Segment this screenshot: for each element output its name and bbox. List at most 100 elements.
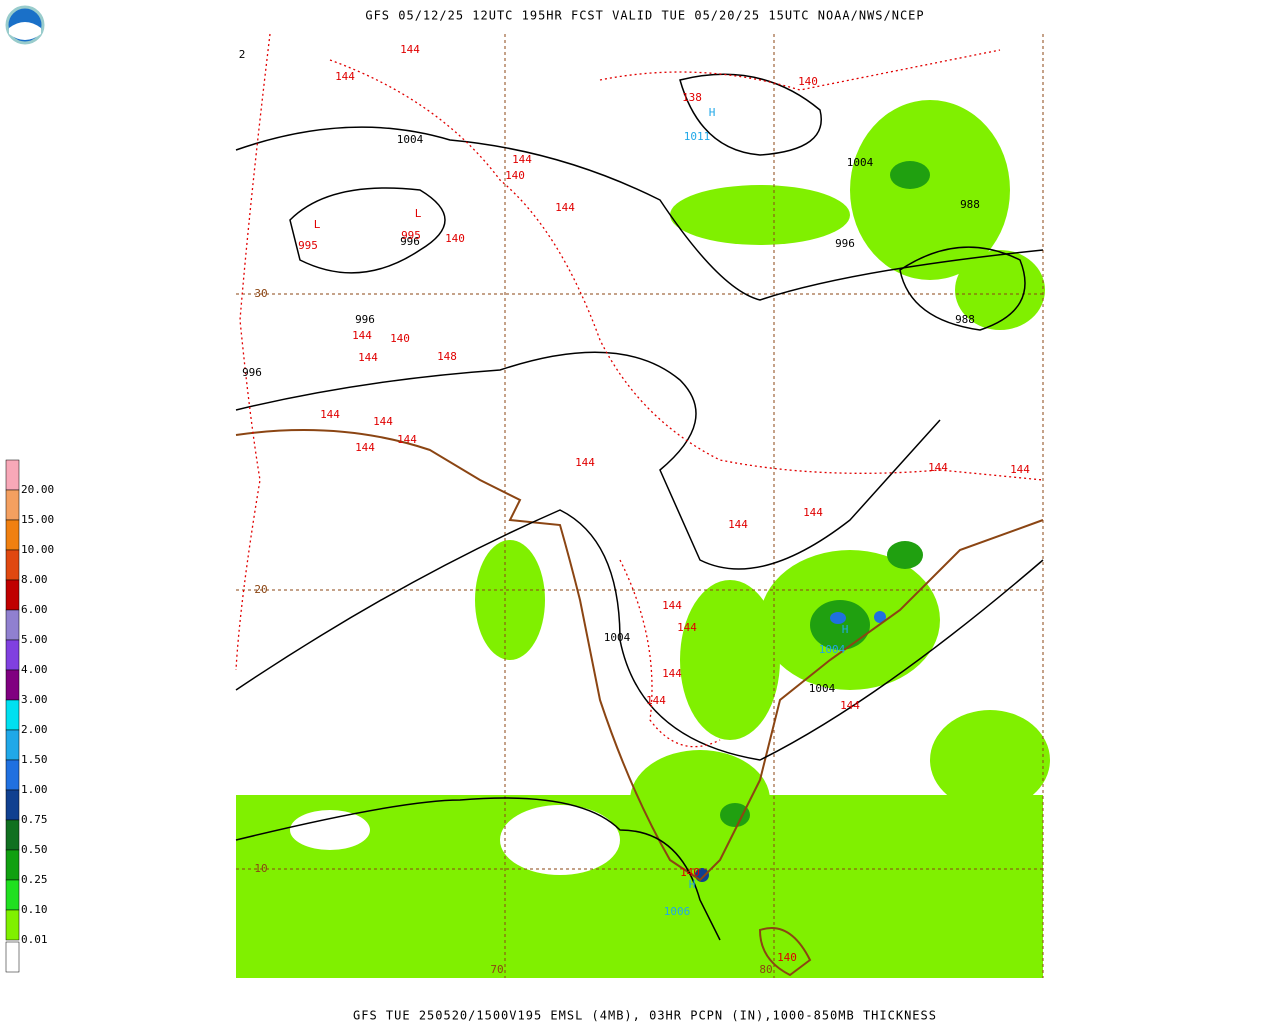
thickness-label: 144 xyxy=(352,329,372,342)
thickness-label: 144 xyxy=(662,667,682,680)
grid-label: 30 xyxy=(254,287,267,300)
thickness-label: 144 xyxy=(575,456,595,469)
thickness-label: 148 xyxy=(437,350,457,363)
thickness-label: 144 xyxy=(355,441,375,454)
legend-label: 10.00 xyxy=(21,543,54,556)
thickness-label: 144 xyxy=(512,153,532,166)
legend-label: 20.00 xyxy=(21,483,54,496)
precip-area xyxy=(850,100,1010,280)
thickness-line xyxy=(619,559,721,748)
isobar-label: 988 xyxy=(955,313,975,326)
thickness-label: 144 xyxy=(555,201,575,214)
grid-label: 80 xyxy=(759,963,772,976)
logo-wave xyxy=(9,22,41,40)
precip-area xyxy=(887,541,923,569)
legend-label: 0.01 xyxy=(21,933,48,946)
legend-swatch xyxy=(5,819,20,851)
center-value: 995 xyxy=(298,239,318,252)
thickness-label: 144 xyxy=(677,621,697,634)
precip-area xyxy=(955,250,1045,330)
legend-swatch xyxy=(5,459,20,491)
legend-swatch xyxy=(5,489,20,521)
isobar xyxy=(235,351,941,570)
isobar-label: 1004 xyxy=(809,682,836,695)
isobar xyxy=(235,797,721,941)
thickness-label: 144 xyxy=(1010,463,1030,476)
thickness-label: 140 xyxy=(777,951,797,964)
isobar xyxy=(235,126,1044,301)
legend-label: 3.00 xyxy=(21,693,48,706)
center-symbol: H xyxy=(709,106,716,119)
legend-label: 0.10 xyxy=(21,903,48,916)
legend-swatch xyxy=(5,699,20,731)
center-symbol: H xyxy=(689,878,696,891)
center-value: 1006 xyxy=(664,905,691,918)
legend-label: 5.00 xyxy=(21,633,48,646)
legend-swatch xyxy=(5,759,20,791)
isobars xyxy=(235,73,1044,941)
precip-peak xyxy=(830,612,846,624)
legend-swatch xyxy=(5,549,20,581)
isobar-label: 996 xyxy=(400,235,420,248)
grid-label: 20 xyxy=(254,583,267,596)
thickness-label: 144 xyxy=(840,699,860,712)
precip-area xyxy=(930,710,1050,810)
caption: GFS TUE 250520/1500V195 EMSL (4MB), 03HR… xyxy=(353,1009,937,1023)
legend-label: 1.00 xyxy=(21,783,48,796)
grid-label: 70 xyxy=(490,963,503,976)
thickness-label: 144 xyxy=(320,408,340,421)
thickness-label: 140 xyxy=(798,75,818,88)
precip-area xyxy=(680,580,780,740)
thickness-label: 144 xyxy=(400,43,420,56)
legend-swatch xyxy=(5,729,20,761)
isobar-label: 996 xyxy=(835,237,855,250)
precip-area xyxy=(810,600,870,650)
thickness-label: 140 xyxy=(505,169,525,182)
center-symbol: L xyxy=(415,207,422,220)
gaps xyxy=(290,805,620,875)
gap xyxy=(290,810,370,850)
grid-label: 2 xyxy=(239,48,246,61)
legend-swatch xyxy=(5,849,20,881)
legend-label: 15.00 xyxy=(21,513,54,526)
thickness-label: 144 xyxy=(928,461,948,474)
labels: 1004 1004 996 996 996 996 988 988 1004 1004 144 144… xyxy=(239,43,1031,976)
thickness-label: 144 xyxy=(373,415,393,428)
isobar-label: 1004 xyxy=(397,133,424,146)
precip-area xyxy=(890,161,930,189)
legend-swatch xyxy=(5,909,20,941)
legend-swatch xyxy=(5,669,20,701)
isobar-label: 996 xyxy=(355,313,375,326)
precip-area xyxy=(720,803,750,827)
legend-label: 0.50 xyxy=(21,843,48,856)
coastline xyxy=(758,927,812,977)
thickness-label: 140 xyxy=(445,232,465,245)
map: 1004 1004 996 996 996 996 988 988 1004 1004 144 144… xyxy=(235,33,1050,978)
legend-label: 8.00 xyxy=(21,573,48,586)
isobar xyxy=(235,509,1044,761)
isobar xyxy=(899,246,1026,331)
legend-swatch xyxy=(5,941,20,973)
center-symbol: L xyxy=(314,218,321,231)
precip-area xyxy=(236,795,1043,978)
coastline xyxy=(235,429,1044,882)
precip-heavy xyxy=(720,161,930,827)
thickness-label: 140 xyxy=(680,866,700,879)
thickness-contours xyxy=(235,33,1044,748)
center-symbol: H xyxy=(842,623,849,636)
thickness-label: 144 xyxy=(397,433,417,446)
legend-label: 4.00 xyxy=(21,663,48,676)
center-value: 995 xyxy=(401,229,421,242)
precip-peak xyxy=(874,611,886,623)
graticule xyxy=(236,34,1044,978)
isobar-label: 996 xyxy=(242,366,262,379)
legend-label: 2.00 xyxy=(21,723,48,736)
precip-area xyxy=(475,540,545,660)
thickness-label: 138 xyxy=(682,91,702,104)
title: GFS 05/12/25 12UTC 195HR FCST VALID TUE … xyxy=(365,9,924,23)
legend-swatch xyxy=(5,879,20,911)
isobar-label: 988 xyxy=(960,198,980,211)
thickness-label: 144 xyxy=(335,70,355,83)
isobar-label: 1004 xyxy=(847,156,874,169)
